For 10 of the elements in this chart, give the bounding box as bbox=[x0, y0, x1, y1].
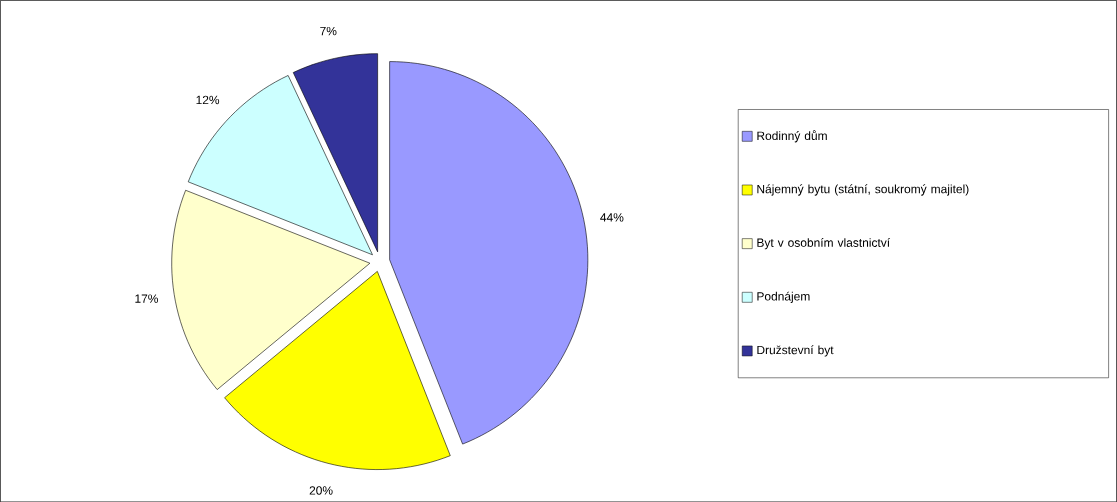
legend-label: Podnájem bbox=[757, 291, 810, 303]
legend-label: Nájemný bytu (státní, soukromý majitel) bbox=[757, 184, 969, 196]
legend-label: Rodinný dům bbox=[757, 130, 827, 143]
legend-label: Družstevní byt bbox=[757, 345, 834, 357]
legend-label: Byt v osobním vlastnictví bbox=[757, 237, 891, 250]
data-label: 17% bbox=[135, 294, 159, 303]
data-label: 20% bbox=[309, 486, 333, 495]
data-label: 44% bbox=[600, 213, 624, 222]
data-label: 7% bbox=[320, 26, 337, 36]
data-label: 12% bbox=[196, 95, 220, 104]
